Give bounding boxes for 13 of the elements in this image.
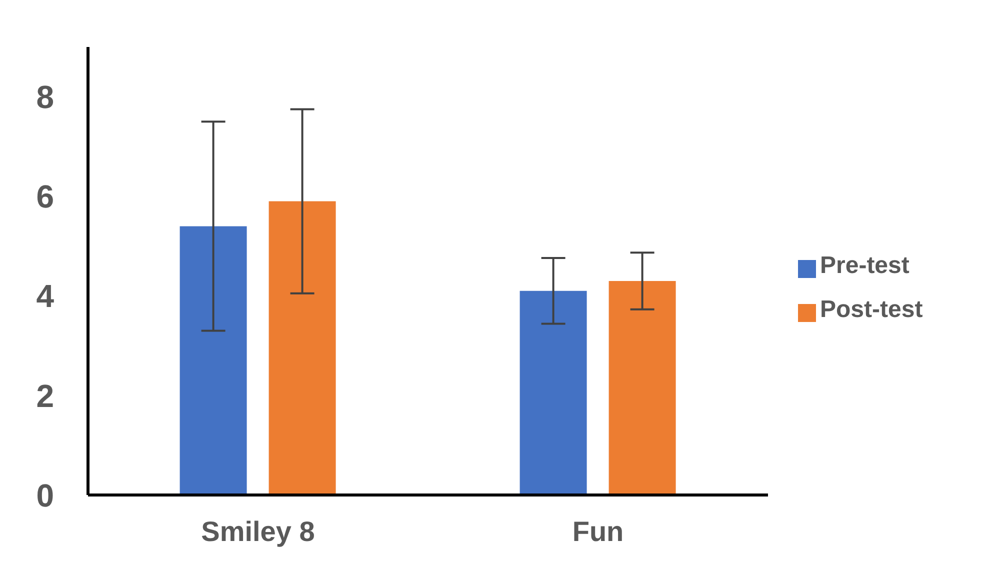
bar xyxy=(180,226,247,495)
y-tick-label: 2 xyxy=(36,378,54,414)
legend-label: Pre-test xyxy=(820,252,910,279)
y-tick-label: 4 xyxy=(36,278,54,314)
y-tick-label: 0 xyxy=(36,477,54,514)
x-tick-label: Fun xyxy=(572,516,624,547)
bar xyxy=(520,290,587,495)
legend-label: Post-test xyxy=(820,296,923,323)
y-tick-label: 6 xyxy=(36,178,54,215)
bar xyxy=(268,201,336,495)
x-tick-label: Smiley 8 xyxy=(201,516,315,547)
y-tick-label: 8 xyxy=(36,79,54,116)
bar xyxy=(608,280,676,495)
